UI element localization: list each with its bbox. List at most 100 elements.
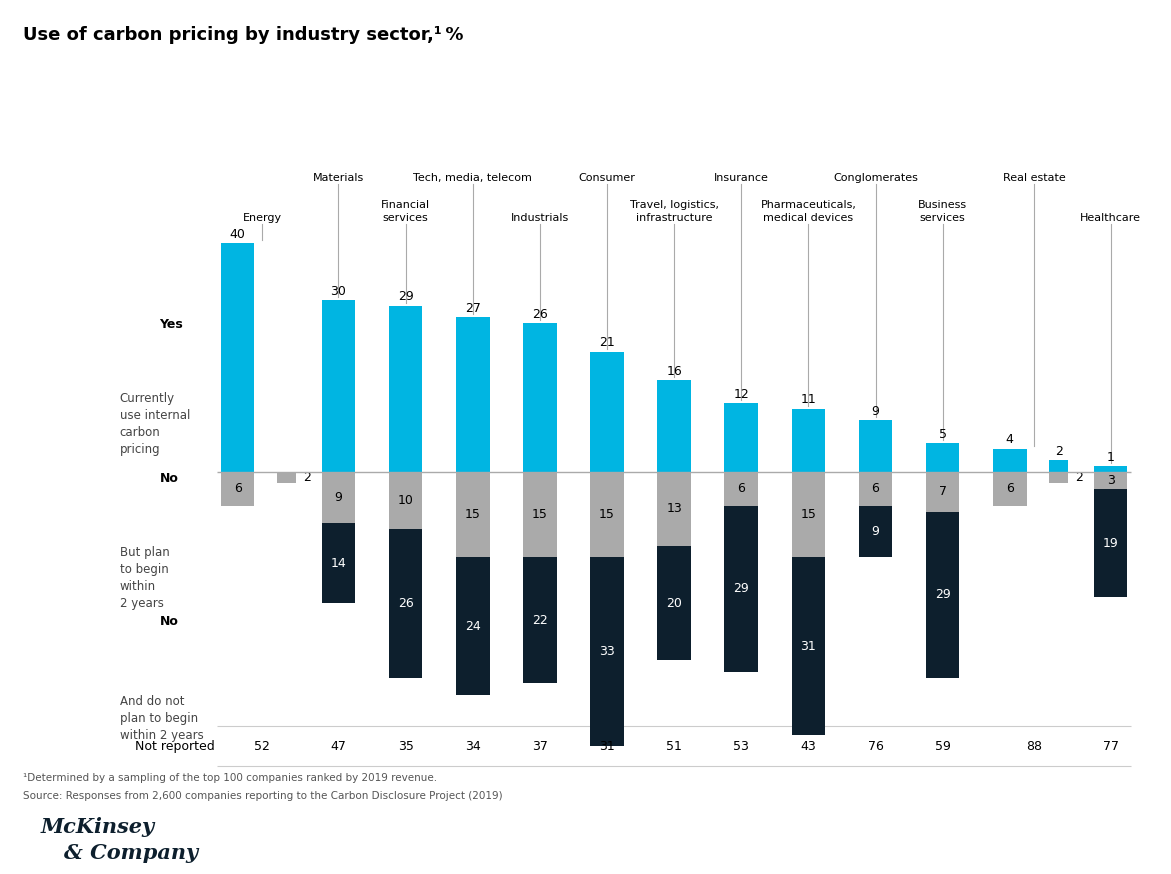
Bar bbox=[1094, 472, 1128, 489]
Text: Tech, media, telecom: Tech, media, telecom bbox=[413, 173, 532, 183]
Text: Business
services: Business services bbox=[918, 200, 967, 223]
Text: 29: 29 bbox=[398, 290, 413, 303]
Text: 10: 10 bbox=[398, 494, 413, 507]
Text: Materials: Materials bbox=[313, 173, 364, 183]
Text: 40: 40 bbox=[230, 227, 246, 240]
Text: 29: 29 bbox=[733, 582, 749, 595]
Text: 9: 9 bbox=[871, 405, 879, 418]
Text: 24: 24 bbox=[465, 620, 480, 633]
Text: 9: 9 bbox=[335, 491, 342, 504]
Bar bbox=[993, 472, 1027, 506]
Text: 37: 37 bbox=[532, 739, 548, 753]
Text: & Company: & Company bbox=[64, 843, 199, 864]
Text: 27: 27 bbox=[465, 302, 480, 315]
Bar bbox=[993, 448, 1027, 472]
Text: Not reported: Not reported bbox=[135, 739, 214, 753]
Text: 6: 6 bbox=[738, 482, 745, 496]
Text: 26: 26 bbox=[398, 597, 413, 610]
Text: Consumer: Consumer bbox=[578, 173, 636, 183]
Bar bbox=[221, 243, 254, 472]
Text: Healthcare: Healthcare bbox=[1080, 212, 1142, 223]
Text: 13: 13 bbox=[666, 503, 682, 516]
Text: Pharmaceuticals,
medical devices: Pharmaceuticals, medical devices bbox=[760, 200, 856, 223]
Bar bbox=[389, 472, 423, 529]
Text: No: No bbox=[159, 472, 178, 485]
Bar bbox=[657, 546, 691, 661]
Text: Financial
services: Financial services bbox=[381, 200, 430, 223]
Bar bbox=[278, 472, 296, 483]
Text: 22: 22 bbox=[532, 614, 548, 627]
Bar bbox=[926, 443, 959, 472]
Bar bbox=[456, 472, 489, 558]
Text: No: No bbox=[159, 615, 178, 628]
Text: 31: 31 bbox=[801, 640, 816, 653]
Text: 76: 76 bbox=[868, 739, 883, 753]
Text: Travel, logistics,
infrastructure: Travel, logistics, infrastructure bbox=[630, 200, 719, 223]
Text: 2: 2 bbox=[1075, 471, 1083, 484]
Bar bbox=[523, 472, 556, 558]
Text: 35: 35 bbox=[398, 739, 413, 753]
Text: 6: 6 bbox=[1006, 482, 1014, 496]
Bar bbox=[792, 409, 826, 472]
Text: 43: 43 bbox=[801, 739, 816, 753]
Text: 11: 11 bbox=[801, 393, 816, 406]
Text: 77: 77 bbox=[1103, 739, 1118, 753]
Bar bbox=[1049, 461, 1068, 472]
Text: Yes: Yes bbox=[159, 318, 184, 331]
Text: 3: 3 bbox=[1107, 474, 1115, 487]
Text: 51: 51 bbox=[666, 739, 682, 753]
Text: 2: 2 bbox=[303, 471, 310, 484]
Bar bbox=[590, 351, 624, 472]
Text: 15: 15 bbox=[532, 508, 548, 521]
Bar bbox=[590, 472, 624, 558]
Bar bbox=[322, 472, 355, 524]
Bar bbox=[389, 529, 423, 677]
Text: 20: 20 bbox=[666, 597, 682, 610]
Bar bbox=[725, 506, 758, 672]
Bar bbox=[926, 511, 959, 677]
Text: 53: 53 bbox=[733, 739, 749, 753]
Text: Industrials: Industrials bbox=[511, 212, 569, 223]
Text: 30: 30 bbox=[330, 285, 347, 298]
Text: ¹Determined by a sampling of the top 100 companies ranked by 2019 revenue.: ¹Determined by a sampling of the top 100… bbox=[23, 773, 438, 783]
Bar bbox=[590, 558, 624, 746]
Bar bbox=[119, 612, 150, 632]
Text: 47: 47 bbox=[330, 739, 347, 753]
Text: 15: 15 bbox=[801, 508, 816, 521]
Text: 31: 31 bbox=[600, 739, 615, 753]
Bar bbox=[792, 558, 826, 735]
Bar bbox=[523, 323, 556, 472]
Text: 59: 59 bbox=[934, 739, 951, 753]
Bar bbox=[858, 420, 892, 472]
Bar bbox=[221, 472, 254, 506]
Text: Real estate: Real estate bbox=[1002, 173, 1066, 183]
Text: 15: 15 bbox=[465, 508, 480, 521]
Text: Insurance: Insurance bbox=[714, 173, 768, 183]
Text: 29: 29 bbox=[934, 588, 951, 601]
Bar bbox=[657, 472, 691, 546]
Bar bbox=[389, 306, 423, 472]
Bar bbox=[1094, 489, 1128, 598]
Bar bbox=[322, 300, 355, 472]
Bar bbox=[119, 315, 150, 335]
Text: 15: 15 bbox=[600, 508, 615, 521]
Bar bbox=[456, 558, 489, 695]
Text: 7: 7 bbox=[939, 485, 946, 498]
Text: Energy: Energy bbox=[242, 212, 281, 223]
Text: Conglomerates: Conglomerates bbox=[833, 173, 918, 183]
Bar bbox=[1049, 472, 1068, 483]
Text: 26: 26 bbox=[532, 308, 548, 321]
Bar bbox=[725, 472, 758, 506]
Text: 19: 19 bbox=[1103, 537, 1118, 550]
Text: Source: Responses from 2,600 companies reporting to the Carbon Disclosure Projec: Source: Responses from 2,600 companies r… bbox=[23, 791, 504, 801]
Bar bbox=[792, 472, 826, 558]
Text: 4: 4 bbox=[1006, 434, 1014, 447]
Text: 14: 14 bbox=[330, 557, 347, 570]
Text: Use of carbon pricing by industry sector,¹ %: Use of carbon pricing by industry sector… bbox=[23, 26, 464, 45]
Bar bbox=[456, 317, 489, 472]
Bar bbox=[926, 472, 959, 511]
Text: 33: 33 bbox=[600, 645, 615, 658]
Text: 6: 6 bbox=[234, 482, 241, 496]
Text: 9: 9 bbox=[871, 525, 879, 538]
Text: 16: 16 bbox=[666, 364, 682, 378]
